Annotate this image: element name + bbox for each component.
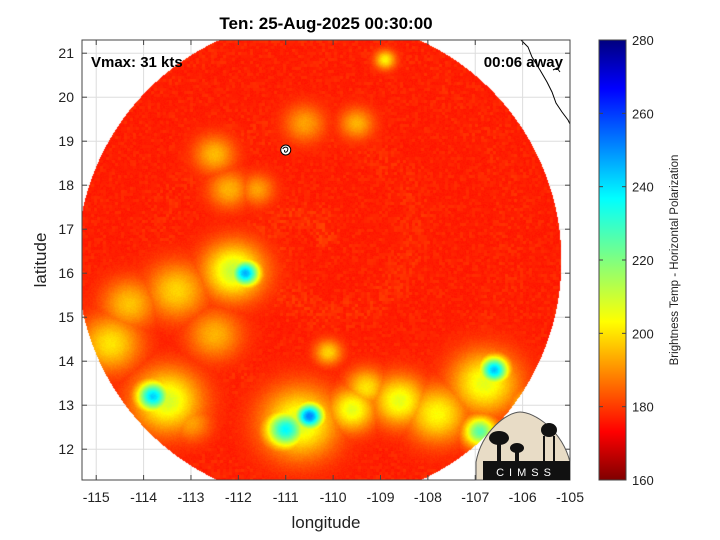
x-tick-label: -114 <box>130 489 157 505</box>
y-tick-label: 13 <box>58 397 74 413</box>
y-tick-label: 16 <box>58 265 74 281</box>
cimss-logo: CIMSS <box>475 411 571 481</box>
colorbar-tick-label: 260 <box>632 106 654 121</box>
time-offset-annotation: 00:06 away <box>484 54 564 71</box>
y-tick-label: 20 <box>58 89 74 105</box>
colorbar-label: Brightness Temp - Horizontal Polarizatio… <box>669 155 681 366</box>
colorbar: 160 180 200 220 240 260 280 Brightness Temp - … <box>598 33 681 488</box>
x-tick-label: -108 <box>414 489 442 505</box>
colorbar-tick-label: 280 <box>632 33 654 48</box>
colorbar-tick-label: 200 <box>632 326 654 341</box>
x-axis-label: longitude <box>291 513 360 532</box>
logo-text: CIMSS <box>496 467 556 479</box>
x-axis-ticks: -115 -114 -113 -112 -111 -110 -109 -108 -107 -106… <box>83 40 584 505</box>
colorbar-tick-label: 160 <box>632 473 654 488</box>
chart-title: Ten: 25-Aug-2025 00:30:00 <box>219 14 432 33</box>
x-tick-label: -106 <box>509 489 537 505</box>
x-tick-label: -115 <box>83 489 110 505</box>
colorbar-tick-label: 220 <box>632 253 654 268</box>
x-tick-label: -107 <box>461 489 489 505</box>
x-tick-label: -112 <box>225 489 252 505</box>
y-axis-label: latitude <box>31 233 50 288</box>
y-tick-label: 12 <box>58 441 74 457</box>
vmax-annotation: Vmax: 31 kts <box>91 54 183 71</box>
brightness-temp-swath <box>82 40 570 480</box>
colorbar-tick-label: 180 <box>632 400 654 415</box>
storm-center-ring <box>280 144 292 156</box>
x-tick-label: -105 <box>556 489 584 505</box>
plot-frame <box>81 39 571 481</box>
y-tick-label: 18 <box>58 177 74 193</box>
y-tick-label: 17 <box>58 221 74 237</box>
y-axis-ticks: 12 13 14 15 16 17 18 19 20 21 <box>58 45 570 457</box>
storm-center-icon <box>280 144 292 156</box>
x-tick-label: -113 <box>177 489 204 505</box>
x-tick-label: -110 <box>320 489 347 505</box>
y-tick-label: 21 <box>58 45 74 61</box>
storm-center-spiral <box>282 146 289 153</box>
x-tick-label: -111 <box>273 489 299 505</box>
y-tick-label: 14 <box>58 353 74 369</box>
x-tick-label: -109 <box>366 489 394 505</box>
colorbar-ticks: 160 180 200 220 240 260 280 <box>599 33 654 488</box>
y-tick-label: 15 <box>58 309 74 325</box>
y-tick-label: 19 <box>58 133 74 149</box>
colorbar-tick-label: 240 <box>632 180 654 195</box>
plot-area: -115 -114 -113 -112 -111 -110 -109 -108 -107 -106… <box>58 39 584 505</box>
colorbar-gradient <box>598 39 627 481</box>
